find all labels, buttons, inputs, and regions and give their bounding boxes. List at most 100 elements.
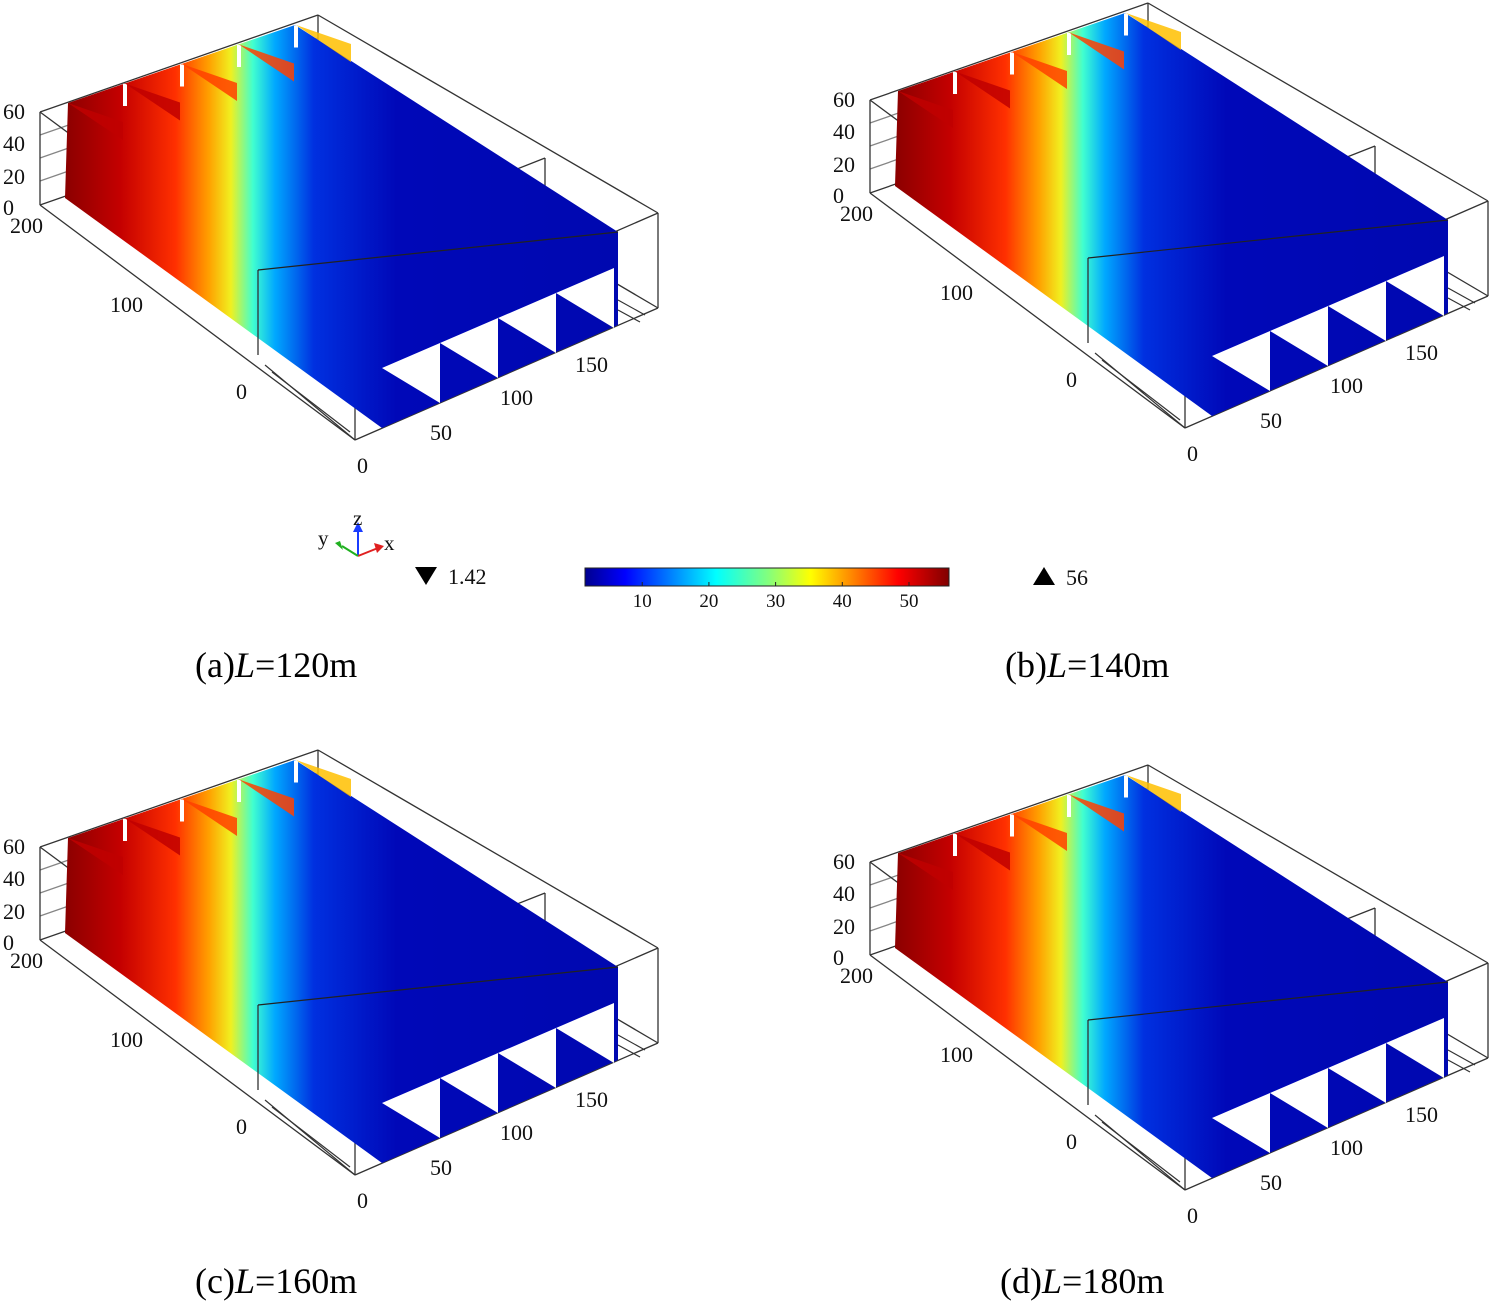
panel-d-slice-2 [955,833,1010,871]
min-marker-icon [415,567,437,585]
x-tick-label: 100 [500,385,533,410]
panel-d-slice-5 [1126,775,1181,812]
panel-d-slice-3 [1012,814,1067,851]
colorbar-legend: zy x 1.42 10 20 30 40 50 56 [318,506,1088,612]
y-tick-label: 100 [940,280,973,305]
panel-a-slice-5 [296,25,351,62]
panel-c-slice-2 [125,818,180,856]
panel-d-slice-1 [898,853,953,890]
z-tick-label: 40 [833,119,855,144]
axis-x-label: x [384,531,395,555]
panel-b-slice-4 [1069,32,1124,70]
z-tick-label: 20 [833,914,855,939]
panel-d-caption: (d)L=180m [1000,1261,1164,1301]
z-tick-label: 60 [833,849,855,874]
caption-value: =120m [255,645,357,685]
panel-b-slice-2 [955,71,1010,109]
panel-c-temperature-field [65,741,619,1163]
x-tick-label: 100 [500,1120,533,1145]
y-tick-label: 200 [10,213,43,238]
panel-c-slice-4 [239,779,294,817]
panel-b-slice-5 [1126,13,1181,50]
x-tick-label: 50 [430,420,452,445]
panel-a-slice-1 [68,103,123,140]
colorbar-tick-label: 50 [899,591,918,612]
z-tick-label: 60 [833,87,855,112]
caption-value: =180m [1062,1261,1164,1301]
caption-prefix: (c) [195,1261,235,1301]
colorbar-tick-label: 10 [633,591,652,612]
z-tick-label: 0 [3,195,14,220]
panel-b-temperature-field [895,0,1449,416]
max-marker-icon [1033,567,1055,585]
z-tick-label: 40 [3,866,25,891]
x-tick-label: 0 [1187,1203,1198,1228]
axes-triad: zy x [318,506,395,557]
y-tick-label: 100 [940,1042,973,1067]
caption-value: =140m [1067,645,1169,685]
y-tick-label: 200 [840,201,873,226]
panels-layer: 0204060010020005010015002040600100200050… [3,0,1489,1301]
panel-c-slice-3 [182,799,237,836]
x-tick-label: 100 [1330,373,1363,398]
z-tick-label: 20 [3,164,25,189]
caption-variable: L [1041,1261,1062,1301]
y-tick-label: 200 [840,963,873,988]
z-tick-label: 40 [3,131,25,156]
panel-a-caption: (a)L=120m [195,645,357,685]
panel-b-caption: (b)L=140m [1005,645,1169,685]
colorbar [584,567,950,587]
x-tick-label: 150 [1405,340,1438,365]
z-tick-label: 0 [3,930,14,955]
x-tick-label: 50 [430,1155,452,1180]
colorbar-tick-label: 30 [766,591,785,612]
axis-y-label: y [318,526,329,550]
panel-c-caption: (c)L=160m [195,1261,357,1301]
x-tick-label: 50 [1260,1170,1282,1195]
caption-value: =160m [255,1261,357,1301]
z-tick-label: 20 [3,899,25,924]
axis-z-label: z [353,506,362,530]
panel-c-slice-5 [296,760,351,797]
x-tick-label: 0 [357,1188,368,1213]
x-tick-label: 150 [1405,1102,1438,1127]
panel-b-slice-3 [1012,52,1067,89]
y-tick-label: 100 [110,1027,143,1052]
panel-d-slice-4 [1069,794,1124,832]
y-tick-label: 0 [1066,367,1077,392]
x-tick-label: 50 [1260,408,1282,433]
panel-c-slice-1 [68,838,123,875]
colorbar-min-label: 1.42 [448,564,487,589]
z-tick-label: 60 [3,99,25,124]
panel-a-slice-3 [182,64,237,101]
y-tick-label: 0 [1066,1129,1077,1154]
z-tick-label: 60 [3,834,25,859]
z-tick-label: 20 [833,152,855,177]
panel-a-temperature-field [65,6,619,428]
panel-d-temperature-field [895,756,1449,1178]
panel-a-slice-4 [239,44,294,82]
panel-a-slice-2 [125,83,180,121]
x-tick-label: 0 [357,453,368,478]
panel-b-slice-1 [898,91,953,128]
x-tick-label: 150 [575,352,608,377]
z-tick-label: 0 [833,183,844,208]
x-tick-label: 0 [1187,441,1198,466]
caption-variable: L [234,645,255,685]
caption-prefix: (b) [1005,645,1047,685]
y-tick-label: 0 [236,379,247,404]
caption-prefix: (d) [1000,1261,1042,1301]
y-tick-label: 100 [110,292,143,317]
y-tick-label: 200 [10,948,43,973]
caption-variable: L [1046,645,1067,685]
caption-prefix: (a) [195,645,235,685]
